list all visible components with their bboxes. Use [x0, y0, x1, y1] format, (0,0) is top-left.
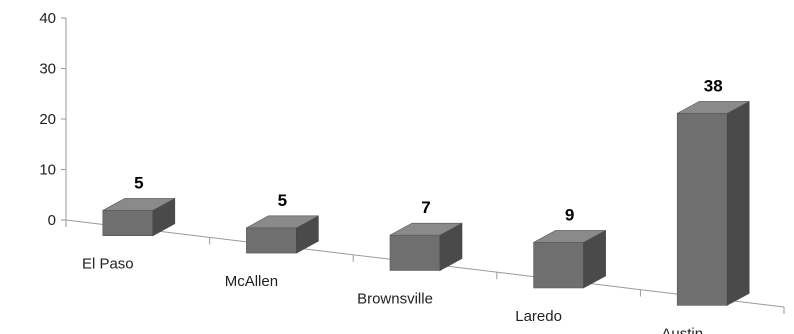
bar-front	[676, 113, 728, 306]
bar	[102, 197, 176, 237]
data-label: 38	[704, 76, 723, 95]
bars	[102, 100, 750, 306]
bar-front	[533, 242, 584, 289]
bar-front	[389, 234, 441, 271]
y-tick-label: 20	[39, 111, 56, 128]
category-labels: El Paso McAllen Brownsville Laredo Austi…	[82, 256, 703, 334]
category-label: Laredo	[515, 308, 562, 325]
data-labels: 5 5 7 9 38	[134, 76, 723, 224]
bar-side	[726, 100, 750, 306]
y-tick-label: 0	[48, 212, 56, 229]
category-label: Austin	[661, 325, 703, 334]
y-tick-label: 10	[39, 162, 56, 179]
bar	[389, 222, 463, 272]
data-label: 7	[421, 198, 430, 217]
category-label: McAllen	[225, 273, 278, 290]
bar	[246, 215, 319, 254]
y-tick-label: 30	[39, 61, 56, 78]
category-label: El Paso	[82, 256, 134, 273]
category-label: Brownsville	[357, 291, 433, 308]
bar-top	[246, 215, 319, 229]
bar-front	[246, 227, 297, 254]
bar-top	[389, 222, 463, 236]
y-tick-label: 40	[39, 10, 56, 27]
bar	[676, 100, 750, 306]
data-label: 9	[565, 205, 574, 224]
bar-top	[533, 230, 606, 243]
y-tick-labels: 0 10 20 30 40	[39, 10, 56, 229]
data-label: 5	[134, 173, 143, 192]
data-label: 5	[278, 191, 287, 210]
bar-top	[677, 101, 750, 114]
bar-top	[102, 198, 175, 211]
bar-front	[102, 210, 154, 236]
bar	[533, 229, 606, 289]
